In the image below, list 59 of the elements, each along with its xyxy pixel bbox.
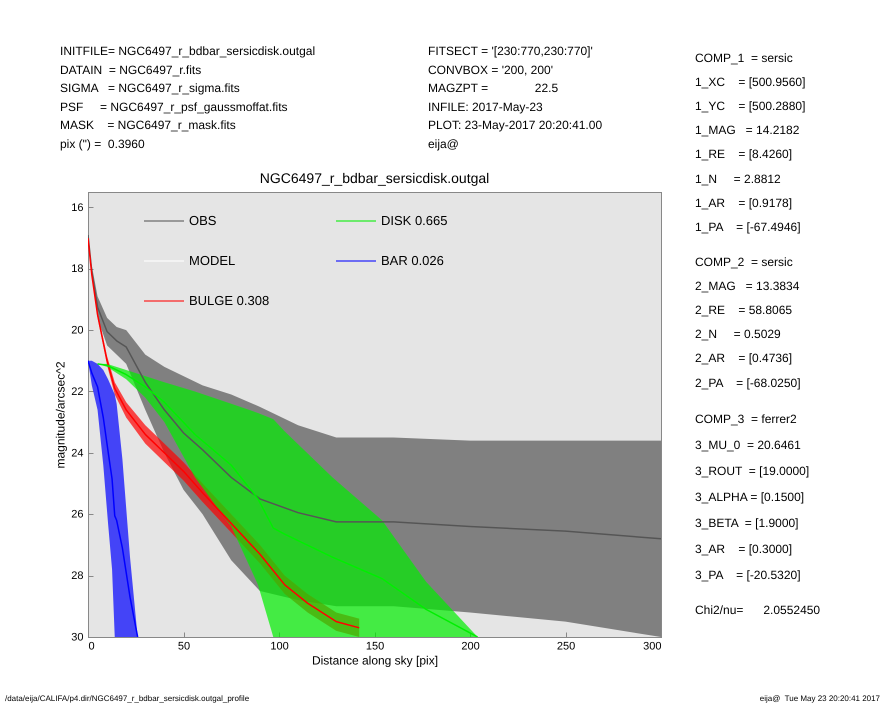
text: 1_PA = [-67.4946] (695, 220, 801, 234)
text: 1_RE = [8.4260] (695, 147, 792, 162)
text: 3_AR = [0.3000] (695, 542, 792, 556)
text: /data/eija/CALIFA/p4.dir/NGC6497_r_bdbar_sersicdisk.outgal_profile (5, 694, 250, 704)
x-tick-label: 0 (88, 640, 95, 652)
text: COMP_1 = sersic (695, 51, 793, 65)
text: 1_MAG = 14.2182 (695, 123, 800, 138)
text: INITFILE= NGC6497_r_bdbar_sersicdisk.outgal (60, 44, 316, 58)
text: 1_YC = [500.2880] (695, 99, 806, 114)
text: 2_N = 0.5029 (695, 327, 781, 342)
text: 3_ALPHA = [0.1500] (695, 490, 804, 504)
y-tick-label: 22 (71, 386, 84, 398)
text: Chi2/nu= 2.0552450 (695, 603, 820, 617)
text: PSF = NGC6497_r_psf_gaussmoffat.fits (60, 100, 288, 114)
text: eija@ Tue May 23 20:20:41 2017 (760, 694, 880, 704)
y-tick-label: 20 (71, 324, 84, 337)
y-tick-label: 28 (71, 570, 84, 582)
legend-label: BAR 0.026 (381, 253, 444, 268)
text: eija@ (428, 137, 459, 151)
text: pix (") = 0.3960 (60, 137, 145, 151)
legend-label: BULGE 0.308 (189, 293, 270, 308)
y-axis-title: magnitude/arcsec^2 (53, 361, 68, 469)
text: 2_PA = [-68.0250] (695, 376, 801, 390)
x-tick-label: 200 (461, 640, 480, 652)
x-tick-label: 100 (270, 640, 289, 652)
text: 2_AR = [0.4736] (695, 351, 792, 366)
text: 1_N = 2.8812 (695, 172, 781, 186)
legend-label: OBS (189, 213, 217, 228)
text: 1_AR = [0.9178] (695, 196, 792, 210)
text: 3_PA = [-20.5320] (695, 568, 801, 582)
y-tick-label: 18 (71, 263, 84, 276)
text: SIGMA = NGC6497_r_sigma.fits (60, 81, 240, 96)
y-tick-label: 30 (71, 632, 84, 644)
text: 1_XC = [500.9560] (695, 75, 806, 90)
text: DATAIN = NGC6497_r.fits (60, 62, 202, 77)
x-axis-title: Distance along sky [pix] (312, 654, 438, 668)
text: 2_RE = 58.8065 (695, 303, 792, 318)
legend-label: DISK 0.665 (381, 213, 448, 228)
text: 2_MAG = 13.3834 (695, 279, 800, 294)
text: INFILE: 2017-May-23 (428, 100, 543, 114)
text: FITSECT = '[230:770,230:770]' (428, 44, 593, 58)
x-tick-label: 300 (643, 640, 662, 652)
text: 3_MU_0 = 20.6461 (695, 438, 801, 452)
legend-label: MODEL (189, 253, 236, 268)
text: COMP_2 = sersic (695, 255, 793, 269)
text: CONVBOX = '200, 200' (428, 62, 553, 77)
text: MASK = NGC6497_r_mask.fits (60, 118, 236, 132)
x-tick-label: 250 (556, 640, 576, 652)
text: 3_ROUT = [19.0000] (695, 464, 810, 478)
x-tick-label: 150 (366, 640, 384, 652)
x-tick-label: 50 (178, 640, 190, 652)
text: MAGZPT = 22.5 (428, 81, 558, 96)
y-tick-label: 26 (71, 508, 84, 521)
y-tick-label: 24 (71, 447, 84, 460)
y-tick-label: 16 (71, 202, 84, 214)
text: PLOT: 23-May-2017 20:20:41.00 (428, 118, 602, 132)
text: COMP_3 = ferrer2 (695, 412, 797, 426)
text: 3_BETA = [1.9000] (695, 516, 799, 530)
chart-title: NGC6497_r_bdbar_sersicdisk.outgal (260, 170, 490, 186)
